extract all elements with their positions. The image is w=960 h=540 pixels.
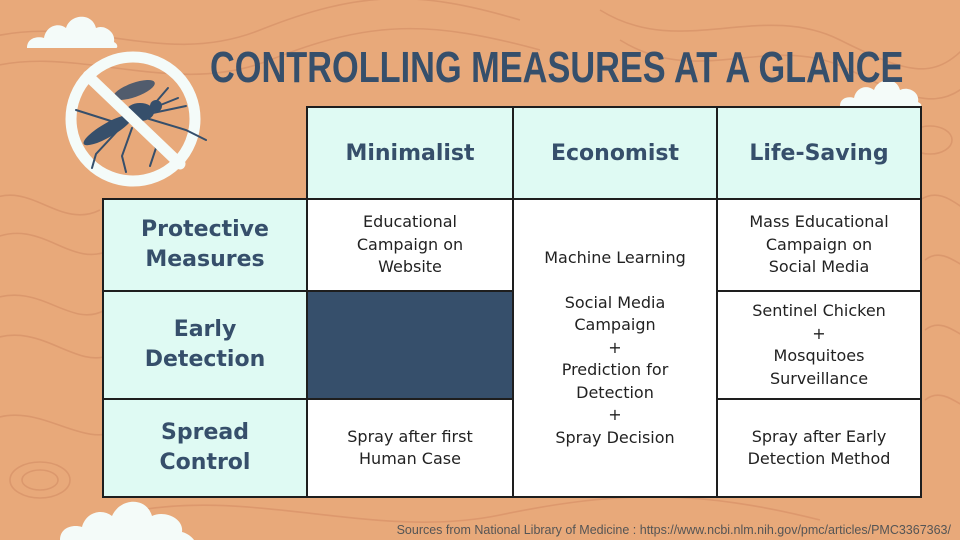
- column-header-minimalist: Minimalist: [306, 106, 514, 200]
- cell-early-detection-life-saving: Sentinel Chicken + Mosquitoes Surveillan…: [716, 290, 922, 400]
- cell-protective-minimalist: Educational Campaign on Website: [306, 198, 514, 292]
- cell-spread-control-minimalist: Spray after first Human Case: [306, 398, 514, 498]
- source-citation: Sources from National Library of Medicin…: [396, 523, 951, 537]
- column-header-life-saving: Life-Saving: [716, 106, 922, 200]
- cell-spread-control-life-saving: Spray after Early Detection Method: [716, 398, 922, 498]
- page-title: CONTROLLING MEASURES AT A GLANCE: [210, 43, 904, 92]
- column-header-economist: Economist: [512, 106, 718, 200]
- cloud-top-left: [27, 16, 118, 48]
- row-header-protective-measures: Protective Measures: [102, 198, 308, 292]
- cell-protective-life-saving: Mass Educational Campaign on Social Medi…: [716, 198, 922, 292]
- no-mosquito-icon: [65, 51, 207, 187]
- row-header-spread-control: Spread Control: [102, 398, 308, 498]
- cloud-top-right: [840, 80, 922, 106]
- cloud-bottom-left: [60, 501, 194, 540]
- row-header-early-detection: Early Detection: [102, 290, 308, 400]
- cell-economist-merged: Machine Learning Social Media Campaign +…: [512, 198, 718, 498]
- cell-early-detection-minimalist-empty: [306, 290, 514, 400]
